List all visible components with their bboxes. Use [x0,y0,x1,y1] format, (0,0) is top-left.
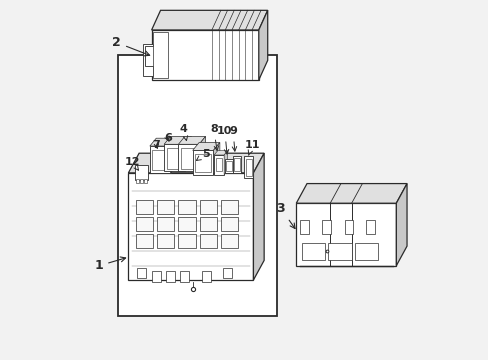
Bar [296,203,395,266]
Text: 10: 10 [217,126,232,154]
Polygon shape [170,138,177,173]
Polygon shape [199,136,205,171]
Bar [221,200,238,213]
Bar [152,150,168,170]
Bar [144,179,146,183]
Bar [149,146,170,173]
Bar [142,44,153,76]
Bar [221,217,238,231]
Bar [200,234,217,248]
Bar [233,156,241,173]
Bar [200,200,217,213]
Text: 11: 11 [244,140,260,155]
Bar [178,234,195,248]
Bar [221,234,238,248]
Bar [128,173,253,280]
Bar [157,234,174,248]
Text: 3: 3 [276,202,294,229]
Bar [180,271,189,282]
Polygon shape [184,136,191,171]
Bar [178,200,195,213]
Text: 2: 2 [112,36,149,56]
Text: 7: 7 [152,140,160,150]
Bar [192,150,213,175]
Bar [178,144,199,171]
Polygon shape [192,143,220,150]
Bar [354,243,378,260]
Bar [234,158,240,171]
Bar [118,55,276,316]
Bar [178,217,195,231]
Polygon shape [151,10,267,30]
Bar [165,271,175,282]
Bar [200,217,217,231]
Polygon shape [213,143,220,175]
Bar [201,271,210,282]
Bar [135,165,148,180]
Bar [157,217,174,231]
Bar [344,220,353,234]
Bar [136,179,139,183]
Bar [225,161,231,171]
Bar [214,155,224,175]
Bar [151,30,258,80]
Polygon shape [258,10,267,80]
Polygon shape [214,151,227,155]
Bar [328,243,351,260]
Bar [135,217,152,231]
Bar [322,220,331,234]
Polygon shape [164,136,191,144]
Polygon shape [149,138,177,146]
Bar [216,158,222,171]
Bar [135,200,152,213]
Bar [181,148,196,168]
Polygon shape [395,184,406,266]
Bar [301,243,324,260]
Bar [244,156,253,178]
Text: 1: 1 [94,257,125,272]
Polygon shape [224,151,227,175]
Text: 5: 5 [196,149,209,161]
Bar [245,158,252,176]
Polygon shape [296,184,406,203]
Bar [166,148,182,168]
Bar [164,144,184,171]
Bar [224,159,232,173]
Polygon shape [128,153,264,173]
Text: 6: 6 [163,134,171,143]
Bar [195,154,210,172]
Bar [140,179,142,183]
Bar [151,271,160,282]
Text: 9: 9 [229,126,237,151]
Polygon shape [253,153,264,280]
Text: 12: 12 [124,157,140,170]
Bar [299,220,308,234]
Bar [153,32,167,78]
Bar [137,267,146,278]
Text: 8: 8 [209,125,218,150]
Bar [157,200,174,213]
Polygon shape [178,136,205,144]
Bar [223,267,231,278]
Text: 4: 4 [180,124,187,140]
Bar [135,234,152,248]
Bar [365,220,374,234]
Bar [145,46,154,66]
